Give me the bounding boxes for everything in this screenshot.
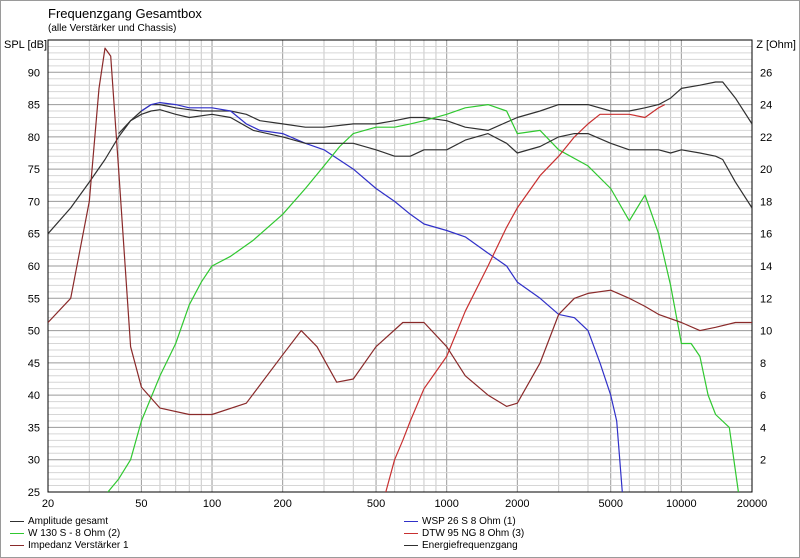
x-tick-label: 20000 [737,498,768,510]
y-tick-label: 25 [28,487,40,499]
x-tick-label: 200 [273,498,291,510]
series-line-energiefrequenzgang [118,109,752,209]
legend-label: W 130 S - 8 Ohm (2) [28,528,121,539]
chart-title: Frequenzgang Gesamtbox [48,6,202,21]
legend-label: WSP 26 S 8 Ohm (1) [422,516,516,527]
y2-tick-label: 12 [760,293,772,305]
y-tick-label: 55 [28,293,40,305]
y2-tick-label: 14 [760,261,772,273]
y2-tick-label: 18 [760,196,772,208]
y-tick-label: 65 [28,229,40,241]
chart-svg: 20 50 100 200 500 1000 2000 5000 10000 20000 25 30 3… [4,39,796,510]
x-tick-label: 500 [367,498,385,510]
y-tick-label: 35 [28,422,40,434]
x-tick-label: 10000 [666,498,697,510]
legend-label: DTW 95 NG 8 Ohm (3) [422,528,525,539]
legend-item: W 130 S - 8 Ohm (2) [10,528,120,539]
y2-tick-label: 20 [760,164,772,176]
y-tick-label: 45 [28,358,40,370]
x-tick-label: 20 [42,498,54,510]
legend-label: Impedanz Verstärker 1 [28,540,129,551]
legend-swatch [10,533,24,534]
series-line-w-130-s-8-ohm-2 [107,103,739,492]
legend-item: Amplitude gesamt [10,516,108,527]
y-axis-label: SPL [dB] [4,39,47,51]
legend: Amplitude gesamt WSP 26 S 8 Ohm (1) W 130 … [0,512,800,556]
legend-item: Energiefrequenzgang [404,540,518,551]
y2-tick-label: 24 [760,100,772,112]
series-line-dtw-95-ng-8-ohm-3 [385,104,666,492]
y-tick-label: 90 [28,67,40,79]
y2-tick-label: 26 [760,67,772,79]
y-tick-label: 40 [28,390,40,402]
y-tick-label: 30 [28,455,40,467]
y-tick-label: 80 [28,132,40,144]
x-tick-label: 2000 [505,498,529,510]
legend-swatch [10,521,24,522]
legend-swatch [404,545,418,546]
axis-ticks: 20 50 100 200 500 1000 2000 5000 10000 20000 25 30 3… [28,67,773,510]
y2-tick-label: 2 [760,455,766,467]
legend-label: Energiefrequenzgang [422,540,518,551]
legend-swatch [404,521,418,522]
legend-label: Amplitude gesamt [28,516,109,527]
y2-tick-label: 6 [760,390,766,402]
series-lines [48,47,752,492]
x-tick-label: 1000 [434,498,458,510]
x-tick-label: 50 [135,498,147,510]
legend-swatch [10,545,24,546]
y-tick-label: 75 [28,164,40,176]
y2-tick-label: 10 [760,326,772,338]
legend-item: DTW 95 NG 8 Ohm (3) [404,528,524,539]
y-tick-label: 50 [28,326,40,338]
legend-item: Impedanz Verstärker 1 [10,540,129,551]
legend-swatch [404,533,418,534]
grid [47,39,753,493]
x-tick-label: 5000 [598,498,622,510]
y2-axis-label: Z [Ohm] [756,39,796,51]
legend-item: WSP 26 S 8 Ohm (1) [404,516,516,527]
plot-area [47,39,753,493]
y-tick-label: 70 [28,196,40,208]
x-tick-label: 100 [203,498,221,510]
series-line-wsp-26-s-8-ohm-1 [141,101,623,492]
series-line-impedanz-verst-rker-1 [48,47,752,416]
chart-subtitle: (alle Verstärker und Chassis) [48,23,177,34]
y-tick-label: 85 [28,100,40,112]
y2-tick-label: 22 [760,132,772,144]
y2-tick-label: 16 [760,229,772,241]
y2-tick-label: 8 [760,358,766,370]
y2-tick-label: 4 [760,422,766,434]
y-tick-label: 60 [28,261,40,273]
